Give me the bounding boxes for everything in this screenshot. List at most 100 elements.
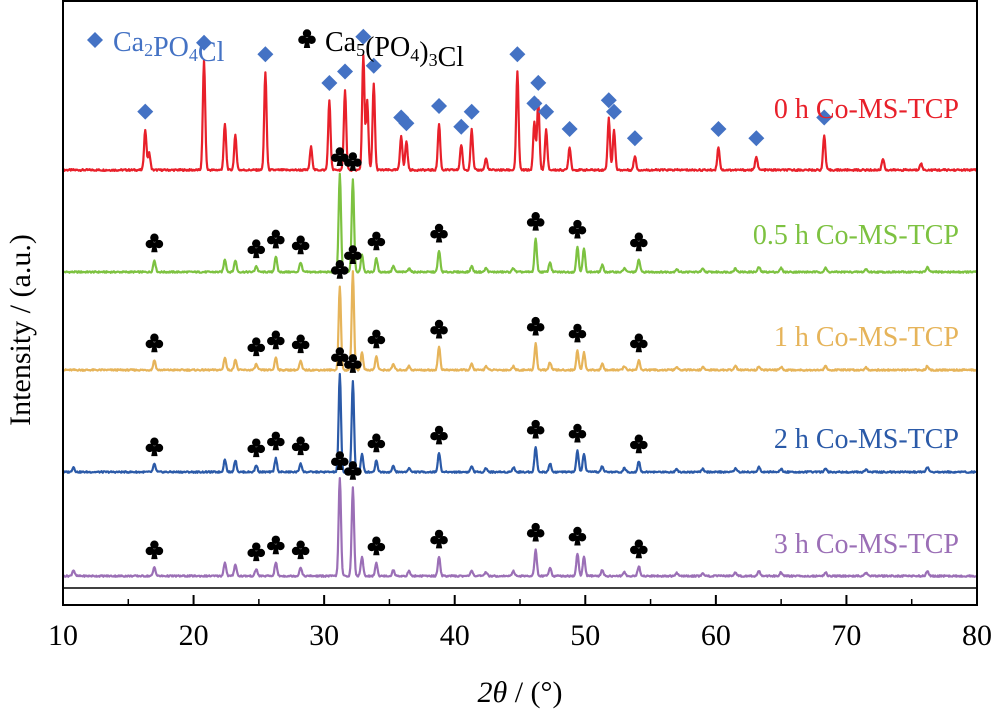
diamond-marker xyxy=(87,32,103,48)
x-tick-label: 10 xyxy=(48,619,78,652)
club-marker xyxy=(298,29,316,48)
club-lobe xyxy=(577,430,587,439)
diamond-marker xyxy=(321,75,338,91)
club-lobe xyxy=(256,444,266,454)
club-stem xyxy=(532,531,539,542)
club-marker xyxy=(247,542,266,562)
club-lobe xyxy=(302,29,312,38)
club-lobe xyxy=(267,336,276,346)
series-label: 3 h Co-MS-TCP xyxy=(774,529,959,560)
club-marker xyxy=(344,354,362,373)
club-lobe xyxy=(150,437,159,446)
club-marker xyxy=(247,239,266,259)
club-marker xyxy=(630,434,648,454)
club-stem xyxy=(532,428,539,439)
club-marker xyxy=(526,419,545,439)
club-marker xyxy=(291,235,310,255)
club-lobe xyxy=(434,425,444,435)
club-lobe xyxy=(367,335,376,345)
club-lobe xyxy=(252,542,261,551)
legend-label-part: Cl xyxy=(198,37,225,68)
legend-label-part: Cl xyxy=(438,42,465,73)
club-lobe xyxy=(276,336,285,346)
club-lobe xyxy=(267,437,276,447)
club-lobe xyxy=(573,219,582,229)
club-lobe xyxy=(526,426,536,435)
club-lobe xyxy=(430,432,439,441)
club-lobe xyxy=(145,443,154,453)
club-lobe xyxy=(568,430,578,439)
club-marker xyxy=(430,223,448,243)
club-stem xyxy=(349,160,357,171)
club-lobe xyxy=(344,158,353,167)
club-lobe xyxy=(367,542,376,552)
series-label: 1 h Co-MS-TCP xyxy=(774,322,959,353)
club-stem xyxy=(151,242,158,253)
club-lobe xyxy=(630,440,639,450)
series-label: 0 h Co-MS-TCP xyxy=(774,94,959,125)
club-marker xyxy=(291,436,310,456)
club-lobe xyxy=(372,433,381,442)
club-stem xyxy=(151,342,158,353)
club-marker xyxy=(291,540,310,560)
club-lobe xyxy=(150,233,159,242)
club-lobe xyxy=(568,533,578,542)
club-lobe xyxy=(353,467,362,476)
legend-label-part: 5 xyxy=(356,40,365,60)
club-stem xyxy=(253,346,260,357)
club-lobe xyxy=(276,541,285,551)
club-stem xyxy=(336,460,344,470)
club-lobe xyxy=(634,232,644,241)
club-lobe xyxy=(145,546,154,556)
club-lobe xyxy=(344,360,353,369)
diamond-marker xyxy=(626,130,643,147)
legend-label-part: Ca xyxy=(325,27,357,58)
club-lobe xyxy=(536,323,545,332)
diamond-marker xyxy=(710,121,727,137)
club-lobe xyxy=(267,541,276,551)
club-lobe xyxy=(267,235,276,245)
club-lobe xyxy=(271,229,281,239)
club-marker xyxy=(430,529,448,549)
x-tick-label: 60 xyxy=(701,619,731,652)
club-marker xyxy=(367,536,386,556)
diamond-marker xyxy=(816,109,833,126)
club-marker xyxy=(145,233,164,253)
series-labels-layer: 0 h Co-MS-TCP 0.5 h Co-MS-TCP 1 h Co-MS-TC… xyxy=(753,94,959,560)
legend-label: Ca5(PO4)3Cl xyxy=(325,27,464,73)
diamond-marker xyxy=(137,103,154,120)
club-lobe xyxy=(348,152,358,161)
club-lobe xyxy=(531,316,540,326)
club-lobe xyxy=(439,536,448,545)
club-stem xyxy=(635,342,643,353)
club-lobe xyxy=(291,442,301,452)
trace-4 xyxy=(62,477,978,578)
club-marker xyxy=(344,152,362,171)
club-stem xyxy=(635,548,643,559)
club-marker xyxy=(267,535,285,555)
club-lobe xyxy=(331,153,340,162)
club-lobe xyxy=(634,539,644,548)
legend: Ca2PO4Cl Ca5(PO4)3Cl xyxy=(87,27,464,73)
club-lobe xyxy=(145,239,154,249)
phase-markers-layer xyxy=(137,28,833,562)
club-lobe xyxy=(252,438,261,447)
club-stem xyxy=(297,445,304,456)
diamond-marker xyxy=(561,121,578,137)
club-lobe xyxy=(536,426,545,435)
diamond-marker xyxy=(257,46,274,63)
club-lobe xyxy=(639,440,648,450)
club-lobe xyxy=(276,437,285,447)
diamond-marker xyxy=(453,118,470,135)
club-lobe xyxy=(154,546,164,556)
diamond-marker xyxy=(196,34,213,51)
legend-label-part: Ca xyxy=(113,27,145,58)
club-lobe xyxy=(372,329,381,338)
club-lobe xyxy=(331,457,340,466)
club-stem xyxy=(435,538,443,549)
club-stem xyxy=(349,362,357,373)
club-marker xyxy=(367,433,386,453)
club-marker xyxy=(568,219,587,239)
club-marker xyxy=(367,231,386,251)
